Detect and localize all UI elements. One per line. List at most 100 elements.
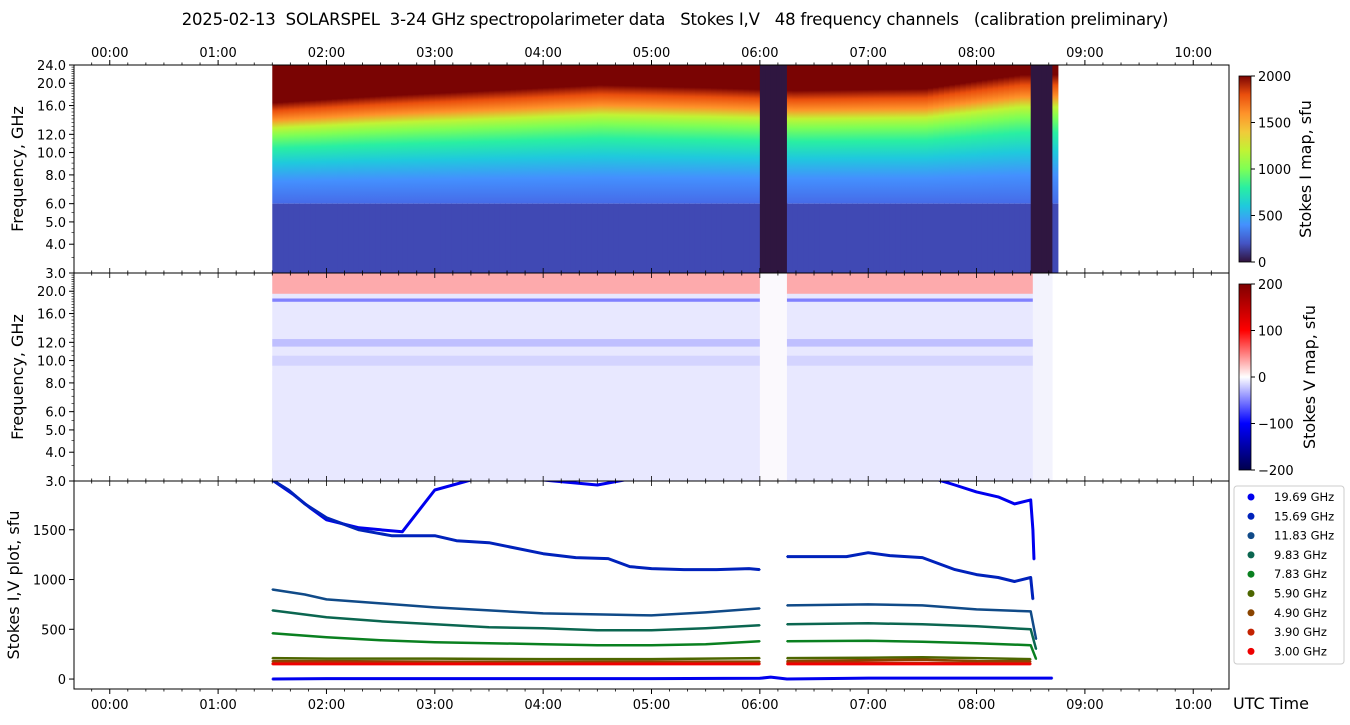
heatmap-column-low [662, 203, 669, 273]
data-point [704, 611, 707, 614]
series-line-15-69-ghz [271, 481, 760, 572]
heatmap-column-low [348, 203, 355, 273]
heatmap-column-low [656, 203, 663, 273]
data-point [434, 657, 436, 660]
legend-entry: 3.90 GHz [1274, 625, 1327, 639]
data-point [759, 624, 761, 627]
stokes-v-heatmap [272, 273, 1053, 481]
heatmap-column [916, 65, 923, 204]
heatmap-column-low [526, 203, 533, 273]
heatmap-column [586, 65, 593, 204]
data-point [434, 641, 436, 644]
time-tick-label: 06:00 [741, 46, 778, 61]
heatmap-column-low [331, 203, 338, 273]
freq-tick-label: 16.0 [37, 100, 66, 115]
heatmap-column-low [283, 203, 290, 273]
data-point [434, 534, 436, 537]
freq-tick-label: 3.0 [45, 475, 66, 490]
heatmap-column [884, 65, 891, 204]
heatmap-column [375, 65, 382, 204]
heatmap-column-low [380, 203, 387, 273]
heatmap-column [1052, 65, 1059, 204]
heatmap-column [608, 65, 615, 204]
colorbar-tick-label: 0 [1258, 256, 1266, 271]
heatmap-column [331, 65, 338, 204]
heatmap-column-low [938, 203, 945, 273]
freq-tick-label: 16.0 [37, 308, 66, 323]
heatmap-column [499, 65, 506, 204]
heatmap-column-low [429, 203, 436, 273]
heatmap-column [743, 65, 750, 204]
heatmap-column [906, 65, 913, 204]
heatmap-column [440, 65, 447, 204]
legend-marker [1247, 532, 1255, 540]
data-point [271, 678, 274, 680]
data-point [1029, 677, 1032, 679]
data-point [542, 677, 544, 680]
data-point [889, 554, 891, 557]
heatmap-column-low [353, 203, 360, 273]
data-point [867, 603, 869, 606]
data-point [954, 568, 956, 571]
heatmap-column-low [857, 203, 864, 273]
heatmap-column-low [586, 203, 593, 273]
data-gap [1036, 65, 1043, 273]
heatmap-column-low [456, 203, 463, 273]
series-line-19-69-ghz [936, 481, 1036, 560]
heatmap-column-low [911, 203, 918, 273]
heatmap-column-low [413, 203, 420, 273]
heatmap-column-low [1009, 203, 1016, 273]
heatmap-column [570, 65, 577, 204]
heatmap-column [949, 65, 956, 204]
heatmap-column-low [304, 203, 311, 273]
time-axis-label: UTC Time [1233, 694, 1309, 713]
data-point [1035, 638, 1037, 641]
heatmap-column [526, 65, 533, 204]
time-tick-label: 01:00 [199, 698, 236, 713]
data-point [574, 556, 577, 559]
freq-tick-label: 6.0 [45, 198, 66, 213]
data-point [650, 677, 653, 680]
heatmap-column [283, 65, 290, 204]
colorbar-tick-label: 1500 [1258, 117, 1291, 132]
data-point [748, 567, 750, 570]
heatmap-column [738, 65, 745, 204]
heatmap-column [288, 65, 295, 204]
heatmap-column-low [629, 203, 636, 273]
heatmap-column-low [927, 203, 934, 273]
data-point [921, 658, 924, 661]
heatmap-column [797, 65, 804, 204]
heatmap-column [629, 65, 636, 204]
heatmap-column [824, 65, 831, 204]
heatmap-column-low [705, 203, 712, 273]
v-band [272, 371, 1033, 481]
data-point [379, 639, 382, 642]
heatmap-column [819, 65, 826, 204]
data-point [325, 517, 328, 519]
heatmap-column [960, 65, 967, 204]
stokes-i-colorbar-label: Stokes I map, sfu [1296, 100, 1315, 238]
time-tick-label: 06:00 [741, 698, 778, 713]
heatmap-column [803, 65, 810, 204]
data-point [390, 534, 393, 537]
stokes-iv-panel: 0 500 1000 1500 00:00 01:00 02:00 03:00 04:00 05… [4, 480, 1345, 713]
heatmap-column [391, 65, 398, 204]
v-band [272, 298, 1033, 302]
data-gap [759, 65, 766, 273]
heatmap-column [830, 65, 837, 204]
series-line-11-83-ghz [272, 588, 760, 617]
heatmap-column [851, 65, 858, 204]
freq-tick-label: 5.0 [45, 424, 66, 439]
heatmap-column [613, 65, 620, 204]
data-point [1029, 663, 1032, 665]
heatmap-column-low [998, 203, 1005, 273]
data-gap [1046, 65, 1053, 273]
heatmap-column-low [900, 203, 907, 273]
heatmap-column-low [521, 203, 528, 273]
legend-marker [1247, 628, 1255, 636]
data-point [921, 640, 924, 643]
v-band [272, 339, 1033, 347]
heatmap-column [694, 65, 701, 204]
data-point [434, 623, 436, 626]
heatmap-column [721, 65, 728, 204]
